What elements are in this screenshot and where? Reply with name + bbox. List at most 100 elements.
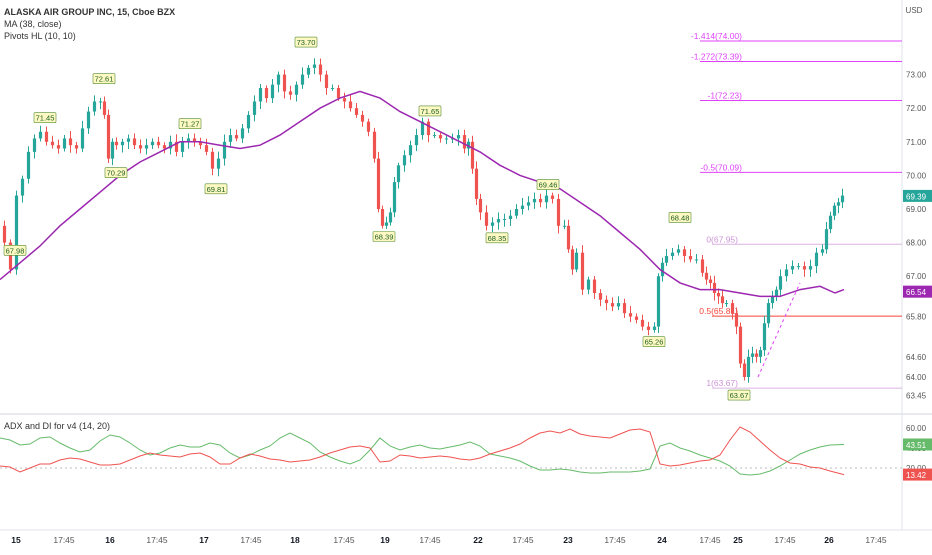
candle-body (708, 279, 713, 283)
fib-level-label: 0(67.95) (706, 234, 738, 244)
price-axis-tick: 67.00 (906, 272, 927, 281)
di-plus-badge (903, 438, 932, 451)
adx-axis-tick: 20.00 (906, 464, 927, 473)
candle-body (520, 205, 525, 209)
candle-body (300, 74, 305, 85)
symbol-title[interactable]: ALASKA AIR GROUP INC, 15, Cboe BZX (4, 7, 176, 17)
candle-body (402, 155, 407, 166)
candle-body (282, 74, 287, 92)
candle-body (716, 293, 721, 297)
candle-body (180, 141, 185, 152)
price-axis-tick: 65.80 (906, 313, 927, 322)
candle-body (660, 262, 665, 277)
candle-body (824, 229, 829, 250)
pivot-label-box (33, 112, 57, 123)
pivot-label-text: 69.46 (539, 181, 558, 190)
candle-body (62, 138, 67, 149)
fib-level-label: 1(63.67) (706, 378, 738, 388)
candle-body (836, 202, 841, 206)
candle-body (526, 202, 531, 206)
candle-body (228, 135, 233, 142)
candle-body (288, 91, 293, 95)
candle-body (264, 88, 269, 99)
fib-level-label: 0.5(65.81) (699, 306, 738, 316)
candle-body (192, 138, 197, 142)
candle-body (566, 225, 571, 250)
candle-body (738, 326, 743, 364)
pivot-label-box (642, 336, 666, 347)
candle-body (270, 84, 275, 99)
candle-body (676, 249, 681, 253)
candle-body (56, 145, 61, 149)
candle-body (342, 98, 347, 102)
candle-body (186, 138, 191, 142)
time-axis-tick: 22 (473, 535, 483, 545)
candle-body (808, 266, 813, 270)
candle-body (408, 145, 413, 156)
pivots-legend-label[interactable]: Pivots HL (10, 10) (4, 31, 76, 41)
candle-body (462, 135, 467, 149)
candle-body (746, 356, 751, 377)
pivot-label-box (3, 244, 27, 256)
candle-body (466, 141, 471, 149)
candle-body (246, 114, 251, 129)
adx-legend-label[interactable]: ADX and DI for v4 (14, 20) (4, 421, 111, 431)
candle-body (652, 326, 657, 330)
currency-label: USD (906, 6, 923, 15)
candle-body (312, 64, 317, 68)
candle-body (234, 135, 239, 139)
fib-level-label: -1(72.23) (708, 90, 743, 100)
candle-body (114, 141, 119, 146)
pivot-label-text: 67.98 (6, 246, 25, 255)
candle-body (240, 128, 245, 139)
candle-body (426, 121, 431, 136)
time-axis-tick: 17 (199, 535, 209, 545)
pivot-label-text: 65.26 (645, 338, 664, 347)
candle-body (198, 141, 203, 146)
ma-legend-label[interactable]: MA (38, close) (4, 19, 62, 29)
candle-body (456, 135, 461, 139)
candle-body (820, 249, 825, 253)
ma-price-value: 66.54 (906, 288, 927, 297)
candle-body (306, 67, 311, 75)
candle-body (832, 205, 837, 216)
pivot-label-box (536, 179, 560, 190)
candle-body (156, 141, 161, 146)
candle-body (556, 198, 561, 226)
candle-body (734, 313, 739, 327)
candle-body (774, 289, 779, 297)
candle-body (688, 256, 693, 260)
pivot-label-text: 70.29 (107, 169, 126, 178)
candle-body (700, 259, 705, 273)
candle-body (120, 141, 125, 146)
di-minus-badge (903, 468, 932, 481)
candle-body (478, 198, 483, 213)
candle-body (444, 138, 449, 140)
pivot-label-text: 68.39 (375, 232, 394, 241)
fib-level-label: -0.5(70.09) (700, 162, 742, 172)
candles (2, 58, 845, 383)
time-axis-tick: 23 (563, 535, 573, 545)
time-axis-tick: 17:45 (146, 535, 168, 545)
time-axis-tick: 17:45 (333, 535, 355, 545)
candle-body (144, 145, 149, 149)
fib-level-label: -1.414(74.00) (691, 31, 742, 41)
candle-body (86, 111, 91, 129)
candle-body (770, 296, 775, 304)
fib-trend-line (757, 282, 801, 378)
candle-body (354, 108, 359, 115)
pivot-label-text: 72.61 (95, 75, 114, 84)
candle-body (470, 141, 475, 169)
candle-body (814, 252, 819, 267)
pivot-label-box (485, 232, 509, 244)
di-minus-line (0, 426, 845, 476)
candle-body (730, 303, 735, 314)
candle-body (258, 88, 263, 102)
ma-price-badge (903, 285, 932, 298)
candle-body (98, 101, 103, 103)
fib-levels: -1.414(74.00) -1.272(73.39) -1(72.23) -0.5(… (691, 31, 902, 389)
candle-body (580, 252, 585, 290)
